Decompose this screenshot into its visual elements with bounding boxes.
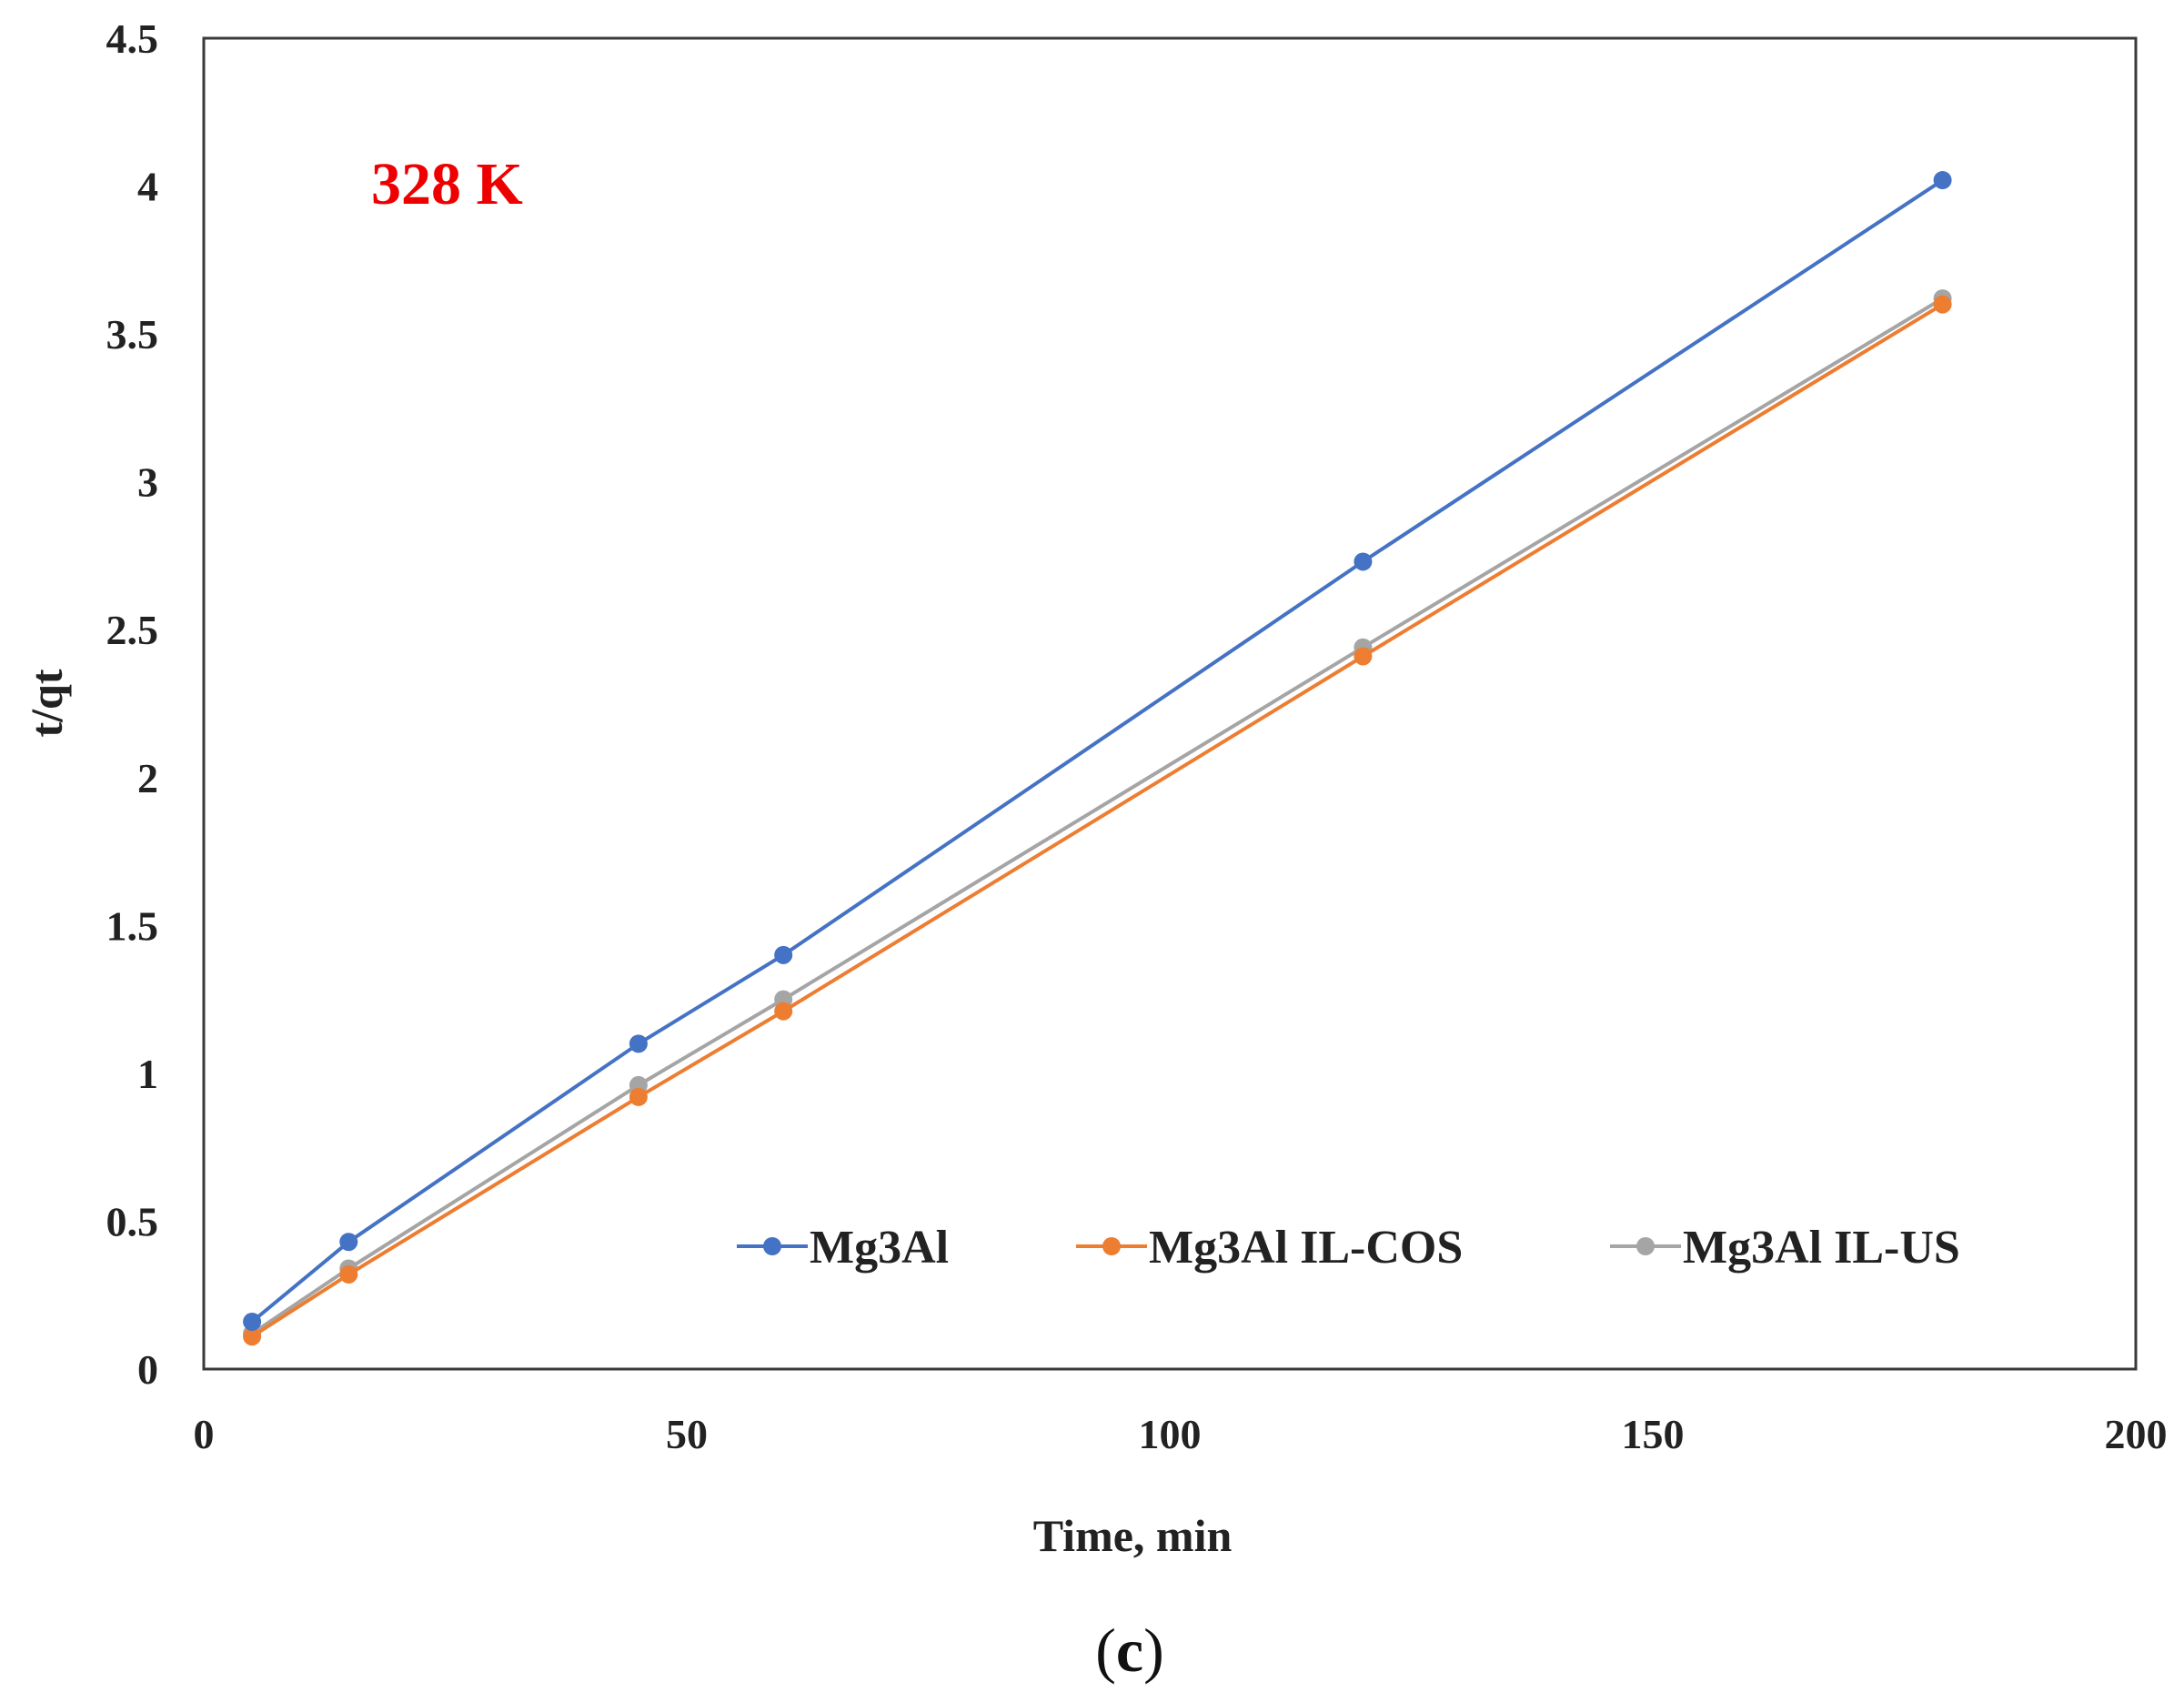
y-tick-label: 2.5 — [106, 607, 159, 653]
y-tick-label: 3 — [137, 459, 158, 506]
y-tick-label: 3.5 — [106, 311, 159, 358]
data-point — [243, 1312, 262, 1331]
y-tick-label: 0.5 — [106, 1198, 159, 1244]
legend-label: Mg3Al IL-US — [1683, 1222, 1960, 1274]
series-line — [251, 302, 1944, 1338]
legend-swatch-marker — [1102, 1237, 1121, 1255]
legend-item: Mg3Al IL-COS — [1076, 1222, 1463, 1274]
y-axis-title: t/qt — [21, 669, 72, 737]
y-tick-label: 4 — [137, 164, 158, 210]
x-tick-label: 0 — [194, 1411, 215, 1457]
data-point — [1933, 295, 1952, 314]
legend-swatch-marker — [1636, 1237, 1655, 1255]
caption-open-paren: ( — [1095, 1616, 1116, 1685]
legend-item: Mg3Al IL-US — [1610, 1222, 1960, 1274]
data-point — [243, 1327, 262, 1346]
legend: Mg3Al Mg3Al IL-COS Mg3Al IL-US — [737, 1222, 1960, 1274]
x-tick-label: 150 — [1622, 1411, 1685, 1457]
data-point — [1933, 171, 1952, 190]
series-layer — [243, 171, 1952, 1346]
data-point — [339, 1233, 358, 1252]
y-tick-label: 4.5 — [106, 15, 159, 62]
legend-label: Mg3Al — [810, 1222, 949, 1274]
y-tick-label: 0 — [137, 1346, 158, 1393]
x-axis-ticks: 0 50 100 150 200 — [194, 1411, 2168, 1457]
series-line — [250, 178, 1944, 1324]
data-point — [774, 1002, 793, 1021]
legend-label: Mg3Al IL-COS — [1149, 1222, 1463, 1274]
x-tick-label: 100 — [1139, 1411, 1202, 1457]
data-point — [1354, 647, 1373, 666]
series-mg3al-il-cos — [243, 295, 1952, 1346]
y-axis-ticks: 0 0.5 1 1.5 2 2.5 3 3.5 4 4.5 — [106, 15, 159, 1393]
data-point — [629, 1087, 648, 1106]
data-point — [339, 1264, 358, 1284]
series-mg3al — [243, 171, 1952, 1331]
legend-swatch-marker — [763, 1237, 781, 1255]
data-point — [629, 1034, 648, 1053]
data-point — [774, 945, 793, 964]
figure-caption: (c) — [1095, 1616, 1164, 1685]
x-tick-label: 50 — [666, 1411, 708, 1457]
y-tick-label: 2 — [137, 755, 158, 801]
data-point — [1354, 552, 1373, 571]
legend-item: Mg3Al — [737, 1222, 949, 1274]
series-line — [250, 297, 1944, 1335]
x-tick-label: 200 — [2105, 1411, 2168, 1457]
caption-close-paren: ) — [1143, 1616, 1164, 1685]
y-tick-label: 1.5 — [106, 902, 159, 949]
y-tick-label: 1 — [137, 1051, 158, 1097]
temperature-annotation: 328 K — [371, 151, 523, 217]
x-axis-title: Time, min — [1033, 1510, 1233, 1561]
plot-area-border — [202, 36, 2138, 1371]
caption-letter: c — [1116, 1616, 1143, 1685]
